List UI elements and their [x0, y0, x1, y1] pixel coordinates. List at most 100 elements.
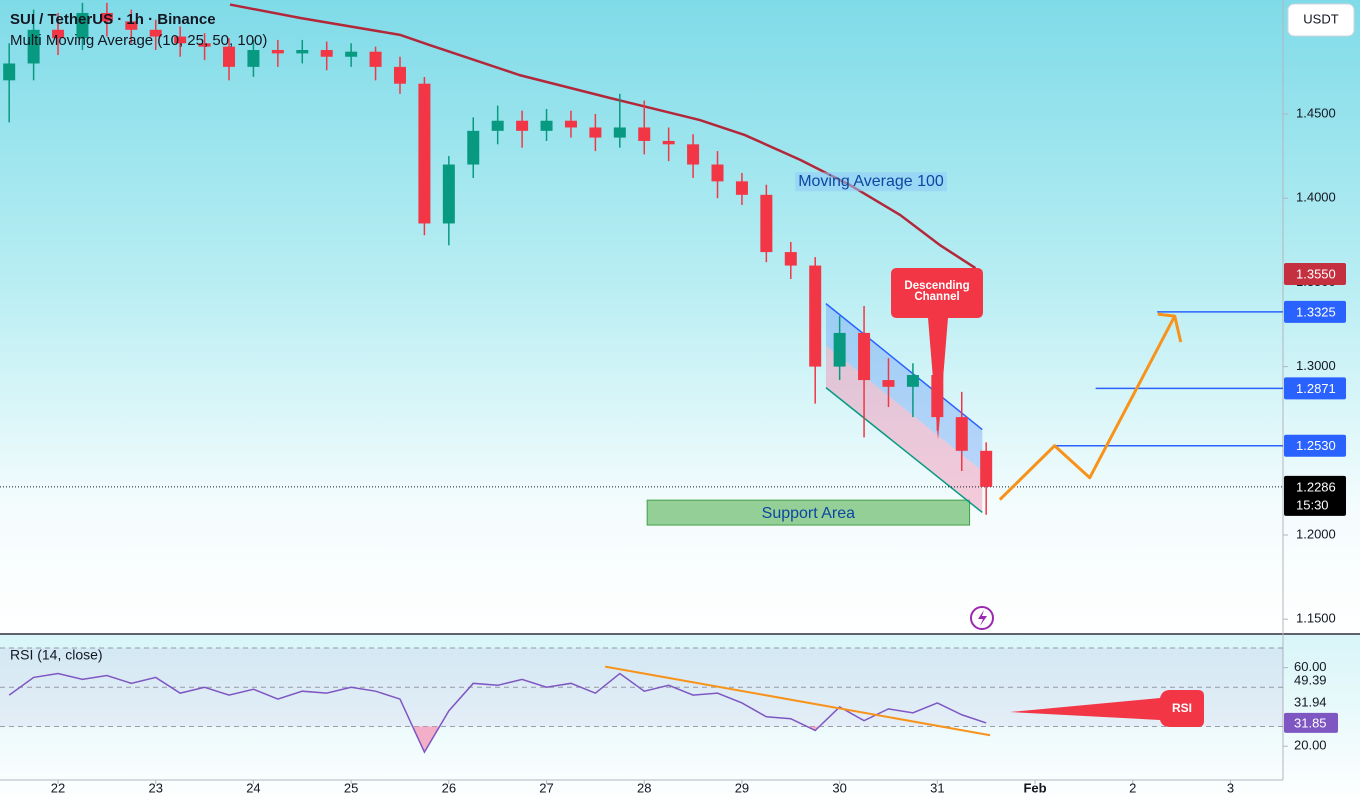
candle-body [247, 50, 260, 67]
candle-body [296, 50, 309, 54]
rsi-current-label: 31.85 [1294, 715, 1327, 730]
candle-body [955, 417, 968, 451]
x-tick-label: 27 [539, 780, 553, 795]
channel-lower-fill [825, 345, 983, 513]
candle-body [320, 50, 333, 57]
candle-body [393, 66, 406, 84]
ma-label: Moving Average 100 [798, 173, 944, 190]
y-tick-label: 1.4500 [1296, 105, 1336, 120]
rsi-tick-label: 60.00 [1294, 659, 1327, 674]
candle-body [271, 50, 284, 54]
moving-average [229, 3, 977, 270]
candle-body [491, 120, 504, 131]
y-tick-label: 1.4000 [1296, 190, 1336, 205]
candle-body [882, 380, 895, 387]
x-tick-label: 26 [442, 780, 456, 795]
price-label-bg [1284, 434, 1346, 457]
candle-body [3, 63, 16, 81]
candle-body [467, 130, 480, 165]
callout-box [891, 268, 983, 440]
currency-button[interactable] [1287, 3, 1355, 37]
candle-body [687, 144, 700, 165]
rsi-line [8, 672, 987, 754]
x-tick-label: Feb [1023, 780, 1046, 795]
candle-body [52, 29, 65, 39]
rsi-trendline [604, 665, 991, 737]
y-tick-label: 1.2000 [1296, 526, 1336, 541]
y-tick-label: 1.3000 [1296, 358, 1336, 373]
candle-body [174, 36, 187, 44]
last-price-label: 1.2286 [1296, 479, 1336, 494]
candle-body [516, 120, 529, 131]
price-label-bg [1284, 262, 1346, 285]
candle-body [858, 332, 871, 381]
rsi-side-label: 49.39 [1294, 672, 1327, 687]
x-tick-label: 3 [1227, 780, 1234, 795]
channel-upper [825, 303, 983, 431]
x-tick-label: 31 [930, 780, 944, 795]
price-label-bg [1284, 377, 1346, 400]
candle-body [369, 51, 382, 67]
x-tick-label: 30 [832, 780, 846, 795]
chart-title: SUI / TetherUS · 1h · Binance [10, 11, 216, 28]
candle-body [735, 181, 748, 195]
candle-body [540, 120, 553, 131]
candle-body [418, 83, 431, 224]
candle-body [125, 21, 138, 30]
alert-bolt [978, 610, 987, 626]
candle-body [100, 12, 113, 22]
support-label: Support Area [762, 505, 856, 522]
rsi-pane [0, 635, 1360, 806]
main-pane [0, 0, 1360, 634]
y-tick-label: 1.1500 [1296, 611, 1336, 626]
x-tick-label: 29 [735, 780, 749, 795]
price-label: 1.3550 [1296, 266, 1336, 281]
price-label: 1.2530 [1296, 438, 1336, 453]
currency-label[interactable]: USDT [1303, 11, 1338, 26]
x-tick-label: 25 [344, 780, 358, 795]
candle-body [613, 127, 626, 138]
support-area [646, 499, 971, 526]
candle-body [662, 140, 675, 145]
candle-body [27, 29, 40, 64]
candle-body [345, 51, 358, 57]
rsi-tick-label: 20.00 [1294, 738, 1327, 753]
indicator-title: Multi Moving Average (10, 25, 50, 100) [10, 32, 267, 49]
rsi-title: RSI (14, close) [10, 647, 103, 663]
candle-body [809, 265, 822, 367]
x-tick-label: 2 [1129, 780, 1136, 795]
candle-body [760, 194, 773, 253]
last-price-bg [1284, 475, 1346, 516]
candle-body [833, 332, 846, 367]
x-tick-label: 23 [148, 780, 162, 795]
channel-lower [825, 387, 983, 514]
candle-body [223, 46, 236, 67]
candle-body [589, 127, 602, 138]
x-tick-label: 22 [51, 780, 65, 795]
x-tick-label: 28 [637, 780, 651, 795]
candle-body [149, 29, 162, 37]
candle-body [711, 164, 724, 182]
rsi-side-label: 31.94 [1294, 694, 1327, 709]
ma-label-bg [795, 172, 947, 192]
rsi-current-bg [1284, 712, 1338, 733]
candle-body [76, 12, 89, 39]
candle-body [980, 450, 993, 487]
candle-body [442, 164, 455, 224]
callout-text: Descending [904, 280, 969, 292]
price-label-bg [1284, 300, 1346, 323]
candle-body [564, 120, 577, 128]
candle-body [198, 43, 211, 47]
projection-arrowhead [1157, 312, 1183, 343]
rsi-callout-text: RSI [1172, 701, 1192, 715]
countdown-label: 15:30 [1296, 497, 1329, 512]
candle-body [638, 127, 651, 141]
candle-body [784, 252, 797, 266]
price-label: 1.2871 [1296, 381, 1336, 396]
candle-body [906, 375, 919, 387]
x-tick-label: 24 [246, 780, 260, 795]
projection-path [998, 315, 1177, 501]
rsi-callout [1010, 690, 1204, 727]
callout-text: Channel [914, 291, 959, 303]
